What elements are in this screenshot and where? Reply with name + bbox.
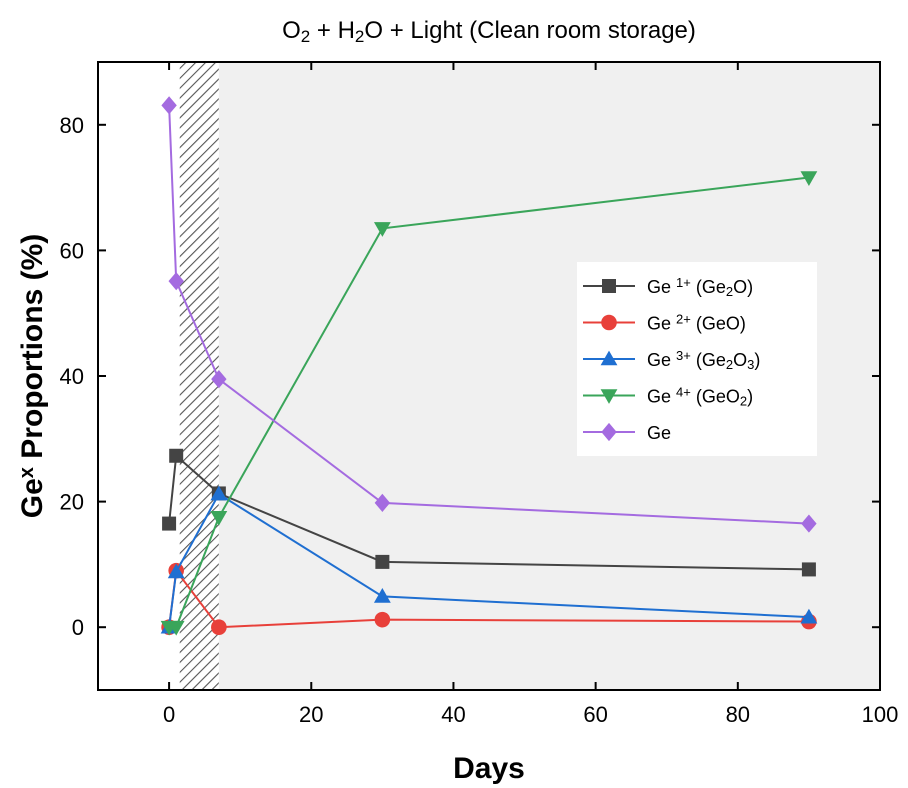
data-point-square [801,562,816,577]
legend-entry: Ge 4+ (GeO2) [583,385,753,409]
data-point-square [602,279,616,293]
x-tick-label: 60 [583,702,607,727]
axis-ticks: 0 20 40 60 80 100 0 20 40 60 80 [60,62,899,727]
data-point-triangle-down [373,222,391,237]
legend-entry: Ge 1+ (Ge2O) [583,275,753,299]
y-tick-label: 0 [72,615,84,640]
data-point-triangle-up [210,485,228,501]
data-point-diamond [374,493,391,512]
data-point-diamond [168,272,184,291]
data-point-triangle-up [373,588,391,603]
x-tick-label: 0 [163,702,175,727]
legend-label: Ge 3+ (Ge2O3) [647,348,760,372]
data-point-triangle-up [800,608,818,624]
data-series [160,96,818,636]
hatched-region [179,62,219,690]
legend: Ge 1+ (Ge2O) Ge 2+ (GeO) Ge 3+ (Ge2O3) Ge 4… [577,262,817,456]
x-tick-label: 40 [441,702,465,727]
y-tick-label: 40 [60,364,84,389]
data-point-circle [211,619,227,635]
series-2 [160,485,818,634]
data-point-triangle-up [600,350,618,366]
x-tick-label: 80 [726,702,750,727]
legend-label: Ge 2+ (GeO) [647,312,746,334]
y-tick-label: 20 [60,490,84,515]
data-point-square [375,554,390,569]
data-point-triangle-down [210,511,228,526]
data-point-diamond [801,514,817,533]
data-point-diamond [601,422,617,442]
legend-entry: Ge 3+ (Ge2O3) [583,348,760,372]
data-point-triangle-down [800,171,818,186]
x-tick-label: 100 [862,702,899,727]
legend-entry: Ge 2+ (GeO) [583,312,746,334]
y-axis-title: Gex Proportions (%) [16,234,49,518]
data-point-diamond [211,370,227,389]
data-point-square [162,516,177,531]
data-point-triangle-down [600,389,618,404]
data-point-circle [601,314,617,331]
x-axis-title: Days [453,752,525,785]
series-4 [161,96,817,533]
data-point-square [169,448,184,463]
data-point-triangle-down [167,620,185,636]
y-tick-label: 80 [60,113,84,138]
series-3 [160,171,818,636]
chart-title: O2 + H2O + Light (Clean room storage) [282,17,696,46]
x-tick-label: 20 [299,702,323,727]
y-tick-label: 60 [60,238,84,263]
data-point-triangle-up [167,563,185,579]
legend-label: Ge [647,423,671,443]
data-point-diamond [161,96,177,115]
legend-entry: Ge [583,422,671,443]
data-point-circle [374,611,391,628]
legend-label: Ge 1+ (Ge2O) [647,275,753,299]
legend-label: Ge 4+ (GeO2) [647,385,753,409]
